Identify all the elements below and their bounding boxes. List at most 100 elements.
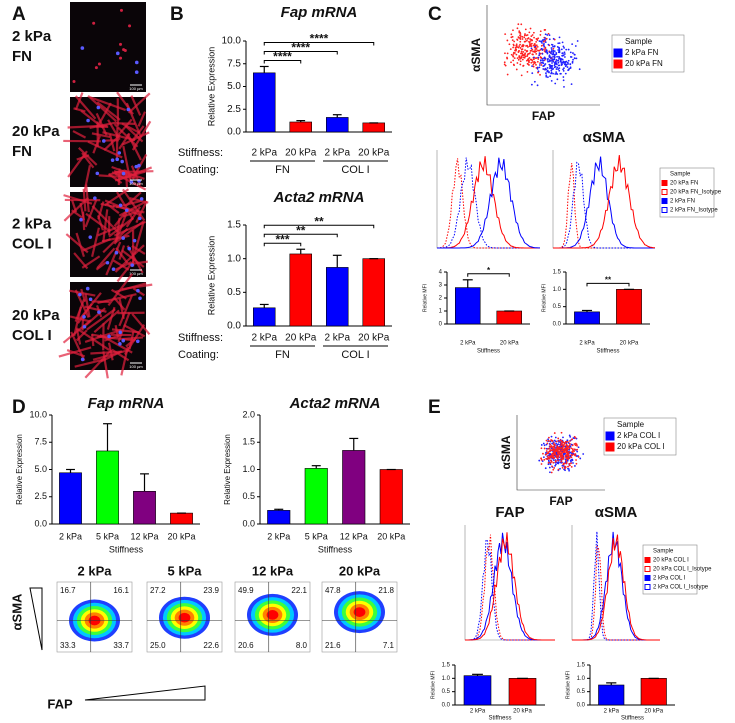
quadrant-value: 16.7 bbox=[60, 586, 76, 595]
cell-fiber bbox=[102, 209, 109, 243]
bar bbox=[267, 510, 291, 525]
event-dot bbox=[558, 42, 561, 45]
event-dot bbox=[569, 440, 571, 442]
event-dot bbox=[547, 456, 550, 459]
bar bbox=[325, 267, 349, 327]
x-tick-label: 12 kPa bbox=[340, 531, 368, 541]
event-dot bbox=[555, 62, 558, 65]
quadrant-value: 23.9 bbox=[203, 586, 219, 595]
event-dot bbox=[552, 56, 554, 58]
event-dot bbox=[550, 48, 553, 51]
event-dot bbox=[567, 457, 570, 460]
cell-fiber bbox=[75, 232, 85, 258]
cell-fiber bbox=[115, 247, 129, 264]
event-dot bbox=[517, 46, 520, 49]
event-dot bbox=[567, 454, 570, 457]
event-dot bbox=[573, 57, 576, 60]
legend-swatch bbox=[661, 198, 668, 204]
nucleus bbox=[132, 238, 137, 243]
event-dot bbox=[570, 83, 573, 86]
event-dot bbox=[543, 48, 546, 51]
event-dot bbox=[555, 68, 558, 70]
event-dot bbox=[552, 60, 555, 63]
event-dot bbox=[547, 32, 550, 35]
event-dot bbox=[526, 70, 529, 73]
legend-title: Sample bbox=[625, 37, 653, 46]
event-dot bbox=[559, 454, 562, 457]
nucleus bbox=[118, 203, 123, 208]
cell-fiber bbox=[131, 120, 152, 151]
event-dot bbox=[534, 57, 537, 60]
significance-bracket bbox=[263, 59, 302, 64]
event-dot bbox=[530, 45, 533, 48]
significance-bracket bbox=[467, 273, 510, 277]
event-dot bbox=[547, 60, 549, 63]
event-dot bbox=[554, 444, 556, 446]
significance-bracket bbox=[263, 41, 375, 46]
x-axis-label: Stiffness bbox=[621, 716, 644, 722]
cell-fiber bbox=[121, 283, 153, 291]
event-dot bbox=[577, 446, 580, 449]
bar bbox=[574, 311, 600, 325]
x-tick-label: 20 kPa bbox=[620, 341, 639, 347]
event-dot bbox=[561, 54, 564, 57]
event-dot bbox=[561, 41, 564, 44]
event-dot bbox=[550, 52, 552, 55]
event-dot bbox=[565, 456, 568, 459]
y-tick-label: 7.5 bbox=[227, 58, 241, 69]
x-tick-label: 5 kPa bbox=[96, 531, 119, 541]
event-dot bbox=[546, 76, 549, 79]
event-dot bbox=[565, 451, 568, 454]
event-dot bbox=[551, 452, 554, 455]
event-dot bbox=[561, 466, 564, 469]
x-tick-label: 20 kPa bbox=[358, 333, 390, 344]
event-dot bbox=[538, 54, 541, 57]
event-dot bbox=[555, 442, 558, 445]
flow-y-label: αSMA bbox=[9, 593, 24, 630]
event-dot bbox=[553, 64, 556, 67]
event-dot bbox=[526, 34, 529, 36]
significance-label: *** bbox=[275, 232, 289, 246]
event-dot bbox=[520, 50, 523, 53]
quadrant-value: 21.8 bbox=[378, 586, 394, 595]
event-dot bbox=[571, 43, 574, 46]
event-dot bbox=[533, 80, 536, 83]
cell-fiber bbox=[114, 220, 145, 244]
y-tick-label: 1.0 bbox=[442, 676, 451, 682]
bar bbox=[508, 678, 537, 706]
legend-label: 20 kPa FN_Isotype bbox=[670, 190, 722, 196]
event-dot bbox=[566, 439, 569, 442]
event-dot bbox=[543, 45, 546, 48]
event-dot bbox=[516, 57, 519, 60]
cell bbox=[119, 8, 123, 12]
x-tick-label: 5 kPa bbox=[305, 531, 328, 541]
event-dot bbox=[527, 58, 530, 60]
bar bbox=[496, 310, 522, 325]
cell-fiber bbox=[80, 288, 87, 303]
nucleus bbox=[105, 260, 110, 265]
event-dot bbox=[514, 52, 516, 54]
significance-label: ** bbox=[314, 214, 324, 228]
scatter-axes bbox=[486, 5, 600, 106]
event-dot bbox=[513, 64, 515, 67]
legend-swatch bbox=[605, 442, 615, 452]
event-dot bbox=[548, 63, 551, 66]
nucleus bbox=[118, 330, 123, 335]
event-dot bbox=[532, 50, 535, 53]
y-axis-label: Relative Expression bbox=[15, 434, 24, 505]
image-label: FN bbox=[12, 48, 32, 65]
event-dot bbox=[550, 59, 552, 62]
event-dot bbox=[536, 84, 539, 87]
cell-fiber bbox=[82, 238, 111, 252]
event-dot bbox=[568, 444, 571, 447]
event-dot bbox=[518, 45, 521, 48]
event-dot bbox=[552, 47, 555, 50]
cell-fiber bbox=[111, 348, 130, 362]
event-dot bbox=[557, 42, 560, 45]
event-dot bbox=[538, 459, 541, 462]
event-dot bbox=[551, 53, 554, 56]
bar bbox=[362, 122, 385, 133]
event-dot bbox=[563, 442, 566, 445]
event-dot bbox=[568, 434, 571, 437]
event-dot bbox=[569, 56, 572, 58]
